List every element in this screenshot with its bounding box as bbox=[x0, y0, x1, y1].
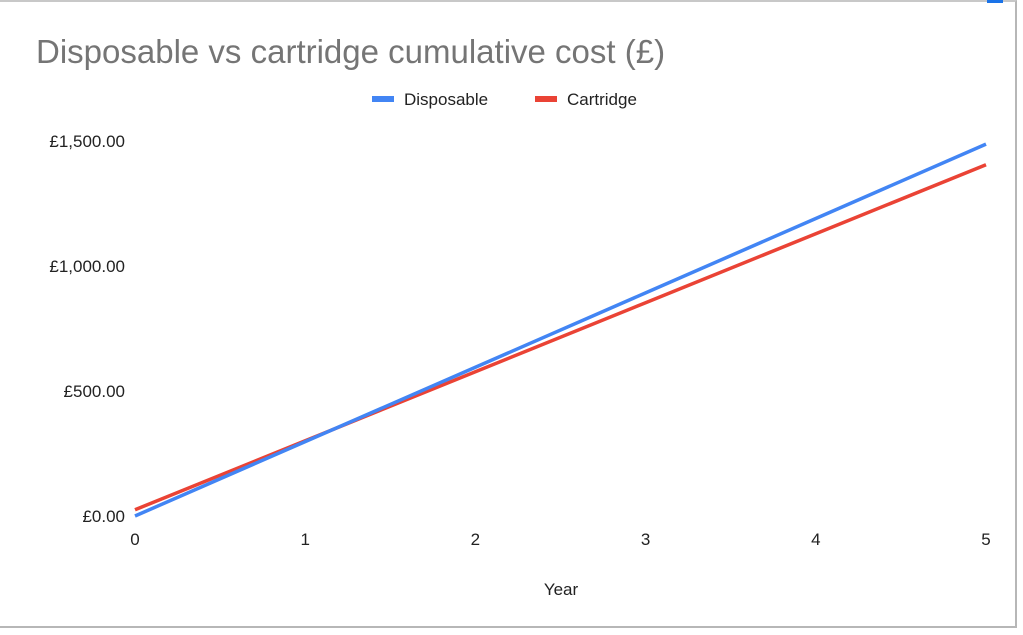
selection-handle[interactable] bbox=[987, 0, 1003, 3]
legend-swatch-disposable bbox=[372, 96, 394, 102]
x-tick-label: 4 bbox=[811, 530, 820, 549]
legend: Disposable Cartridge bbox=[372, 90, 637, 109]
y-axis: £0.00 £500.00 £1,000.00 £1,500.00 bbox=[49, 132, 125, 526]
x-tick-label: 1 bbox=[300, 530, 309, 549]
chart-title: Disposable vs cartridge cumulative cost … bbox=[36, 33, 665, 70]
x-axis-label: Year bbox=[544, 580, 579, 599]
x-tick-label: 5 bbox=[981, 530, 990, 549]
x-tick-label: 2 bbox=[471, 530, 480, 549]
x-axis: 0 1 2 3 4 5 bbox=[130, 530, 990, 549]
y-tick-label: £1,000.00 bbox=[49, 257, 125, 276]
series-line-disposable bbox=[134, 142, 987, 518]
legend-label-disposable: Disposable bbox=[404, 90, 488, 109]
legend-swatch-cartridge bbox=[535, 96, 557, 102]
y-tick-label: £0.00 bbox=[82, 507, 125, 526]
series-line-cartridge bbox=[134, 163, 987, 512]
x-tick-label: 3 bbox=[641, 530, 650, 549]
x-tick-label: 0 bbox=[130, 530, 139, 549]
y-tick-label: £1,500.00 bbox=[49, 132, 125, 151]
legend-label-cartridge: Cartridge bbox=[567, 90, 637, 109]
series-lines bbox=[134, 142, 987, 518]
y-tick-label: £500.00 bbox=[64, 382, 125, 401]
